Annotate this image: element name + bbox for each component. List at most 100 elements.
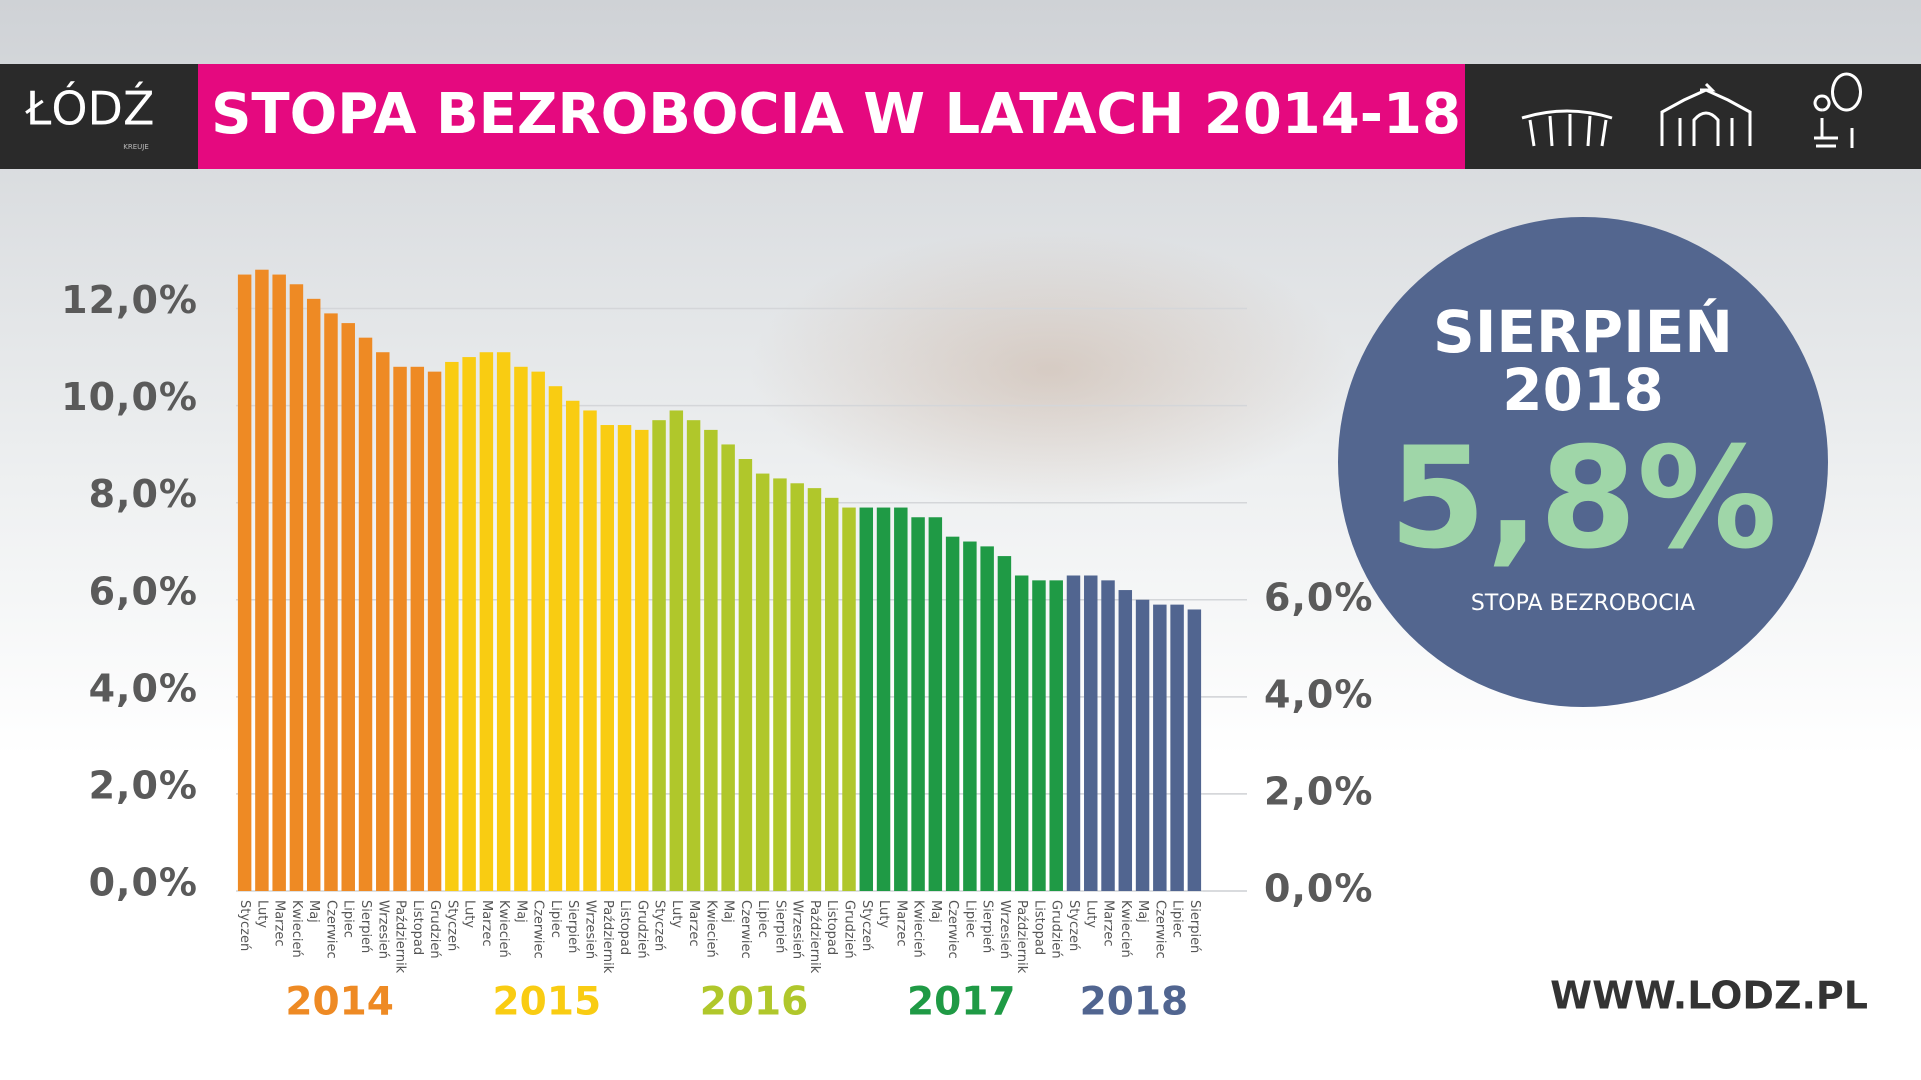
bar xyxy=(980,546,994,891)
x-tick-label: Kwiecień xyxy=(1118,900,1133,958)
x-tick-label: Marzec xyxy=(1101,900,1116,947)
bar xyxy=(1153,604,1167,891)
bar xyxy=(617,425,632,891)
x-tick-label: Sierpień xyxy=(1187,900,1202,953)
bar xyxy=(324,313,338,891)
bar xyxy=(1135,599,1150,891)
bar xyxy=(1032,580,1046,891)
bar xyxy=(721,444,735,891)
x-tick-label: Maj xyxy=(513,900,528,923)
callout-circle xyxy=(1338,217,1828,707)
x-tick-label: Czerwiec xyxy=(1152,900,1167,959)
x-tick-label: Lipiec xyxy=(1170,900,1185,938)
x-tick-label: Maj xyxy=(928,900,943,923)
icon-park xyxy=(1813,72,1862,148)
bar xyxy=(911,517,925,891)
x-tick-label: Czerwiec xyxy=(738,900,753,959)
bar xyxy=(755,473,770,891)
y-tick-label: 2,0% xyxy=(89,763,198,807)
callout-month: SIERPIEŃ xyxy=(1433,297,1733,366)
bar xyxy=(565,400,580,891)
bar xyxy=(410,366,425,891)
x-tick-label: Sierpień xyxy=(565,900,580,953)
bar xyxy=(479,352,494,891)
bar xyxy=(669,410,684,891)
chart-title: STOPA BEZROBOCIA W LATACH 2014-18 xyxy=(211,82,1461,147)
logo: ŁÓDŹ xyxy=(25,82,155,136)
bar xyxy=(652,420,666,891)
bar xyxy=(1049,580,1063,891)
x-tick-label: Sierpień xyxy=(358,900,373,953)
website: WWW.LODZ.PL xyxy=(1550,974,1868,1018)
x-tick-label: Styczeń xyxy=(1066,900,1081,951)
x-tick-label: Maj xyxy=(306,900,321,923)
bar xyxy=(358,337,373,892)
bar xyxy=(963,541,977,891)
x-tick-label: Grudzień xyxy=(842,900,857,959)
title-box xyxy=(198,64,1465,169)
y-tick-label: 6,0% xyxy=(89,569,198,613)
x-tick-label: Listopad xyxy=(824,900,839,955)
x-tick-label: Styczeń xyxy=(237,900,252,951)
x-tick-label: Wrzesień xyxy=(375,900,390,959)
bar xyxy=(1066,575,1081,891)
x-tick-label: Marzec xyxy=(272,900,287,947)
x-tick-label: Maj xyxy=(1135,900,1150,923)
x-tick-label: Kwiecień xyxy=(703,900,718,958)
y2-tick-label: 4,0% xyxy=(1264,672,1373,716)
bar xyxy=(738,459,753,891)
bar xyxy=(635,429,649,891)
bar xyxy=(255,269,269,891)
bar xyxy=(997,556,1012,891)
callout-label: STOPA BEZROBOCIA xyxy=(1471,591,1695,616)
bar xyxy=(686,420,701,891)
bar xyxy=(1170,604,1184,891)
x-tick-label: Lipiec xyxy=(548,900,563,938)
y-tick-label: 10,0% xyxy=(61,375,198,419)
x-tick-label: Lipiec xyxy=(962,900,977,938)
x-tick-label: Wrzesień xyxy=(997,900,1012,959)
x-tick-label: Wrzesień xyxy=(582,900,597,959)
bar xyxy=(894,507,908,891)
x-tick-label: Styczeń xyxy=(444,900,459,951)
bar xyxy=(790,483,804,891)
x-tick-label: Grudzień xyxy=(1049,900,1064,959)
bar xyxy=(1084,575,1098,891)
x-tick-label: Kwiecień xyxy=(289,900,304,958)
y-tick-label: 12,0% xyxy=(61,278,198,322)
legend-label: 2017 xyxy=(907,980,1016,1025)
x-tick-label: Grudzień xyxy=(427,900,442,959)
x-tick-label: Maj xyxy=(721,900,736,923)
bar xyxy=(1101,580,1115,891)
x-tick-label: Marzec xyxy=(686,900,701,947)
logo-tagline: KREUJE xyxy=(123,143,149,151)
x-tick-label: Sierpień xyxy=(772,900,787,953)
bar xyxy=(376,352,390,891)
bar xyxy=(427,371,442,892)
bar xyxy=(842,507,856,891)
bar xyxy=(393,366,407,891)
x-tick-label: Listopad xyxy=(1031,900,1046,955)
bar xyxy=(462,357,476,892)
x-tick-label: Grudzień xyxy=(634,900,649,959)
y2-tick-label: 2,0% xyxy=(1264,769,1373,813)
x-tick-label: Kwiecień xyxy=(496,900,511,958)
legend-label: 2018 xyxy=(1080,980,1189,1025)
x-tick-label: Marzec xyxy=(893,900,908,947)
x-tick-label: Październik xyxy=(1014,900,1029,974)
bar xyxy=(1014,575,1029,891)
x-tick-label: Luty xyxy=(1083,900,1098,928)
x-tick-label: Październik xyxy=(393,900,408,974)
bar xyxy=(531,371,545,892)
x-tick-label: Czerwiec xyxy=(945,900,960,959)
x-tick-label: Listopad xyxy=(617,900,632,955)
bar xyxy=(341,323,355,892)
x-tick-label: Czerwiec xyxy=(531,900,546,959)
callout-value: 5,8% xyxy=(1389,418,1777,581)
x-tick-label: Marzec xyxy=(479,900,494,947)
bar xyxy=(1187,609,1202,891)
x-tick-label: Listopad xyxy=(410,900,425,955)
icons xyxy=(1521,72,1862,148)
